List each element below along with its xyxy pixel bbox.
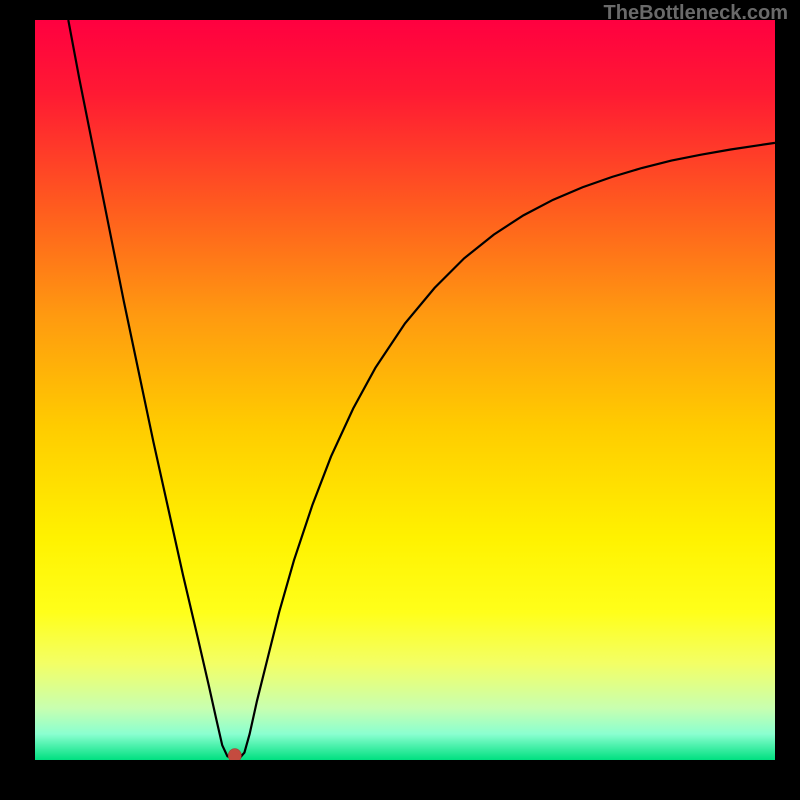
- optimum-marker: [35, 20, 775, 760]
- watermark-text: TheBottleneck.com: [604, 2, 788, 25]
- plot-area: [35, 20, 775, 760]
